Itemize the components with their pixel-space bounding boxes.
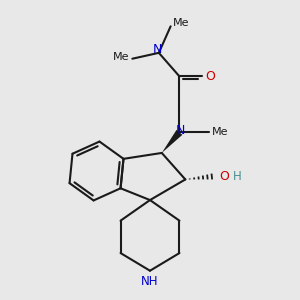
Polygon shape [162, 130, 182, 153]
Text: NH: NH [141, 274, 159, 287]
Text: O: O [219, 170, 229, 183]
Text: Me: Me [173, 18, 189, 28]
Text: N: N [153, 44, 162, 56]
Text: Me: Me [113, 52, 129, 62]
Text: H: H [232, 170, 241, 183]
Text: Me: Me [212, 127, 228, 137]
Text: O: O [205, 70, 215, 83]
Text: N: N [176, 124, 186, 137]
